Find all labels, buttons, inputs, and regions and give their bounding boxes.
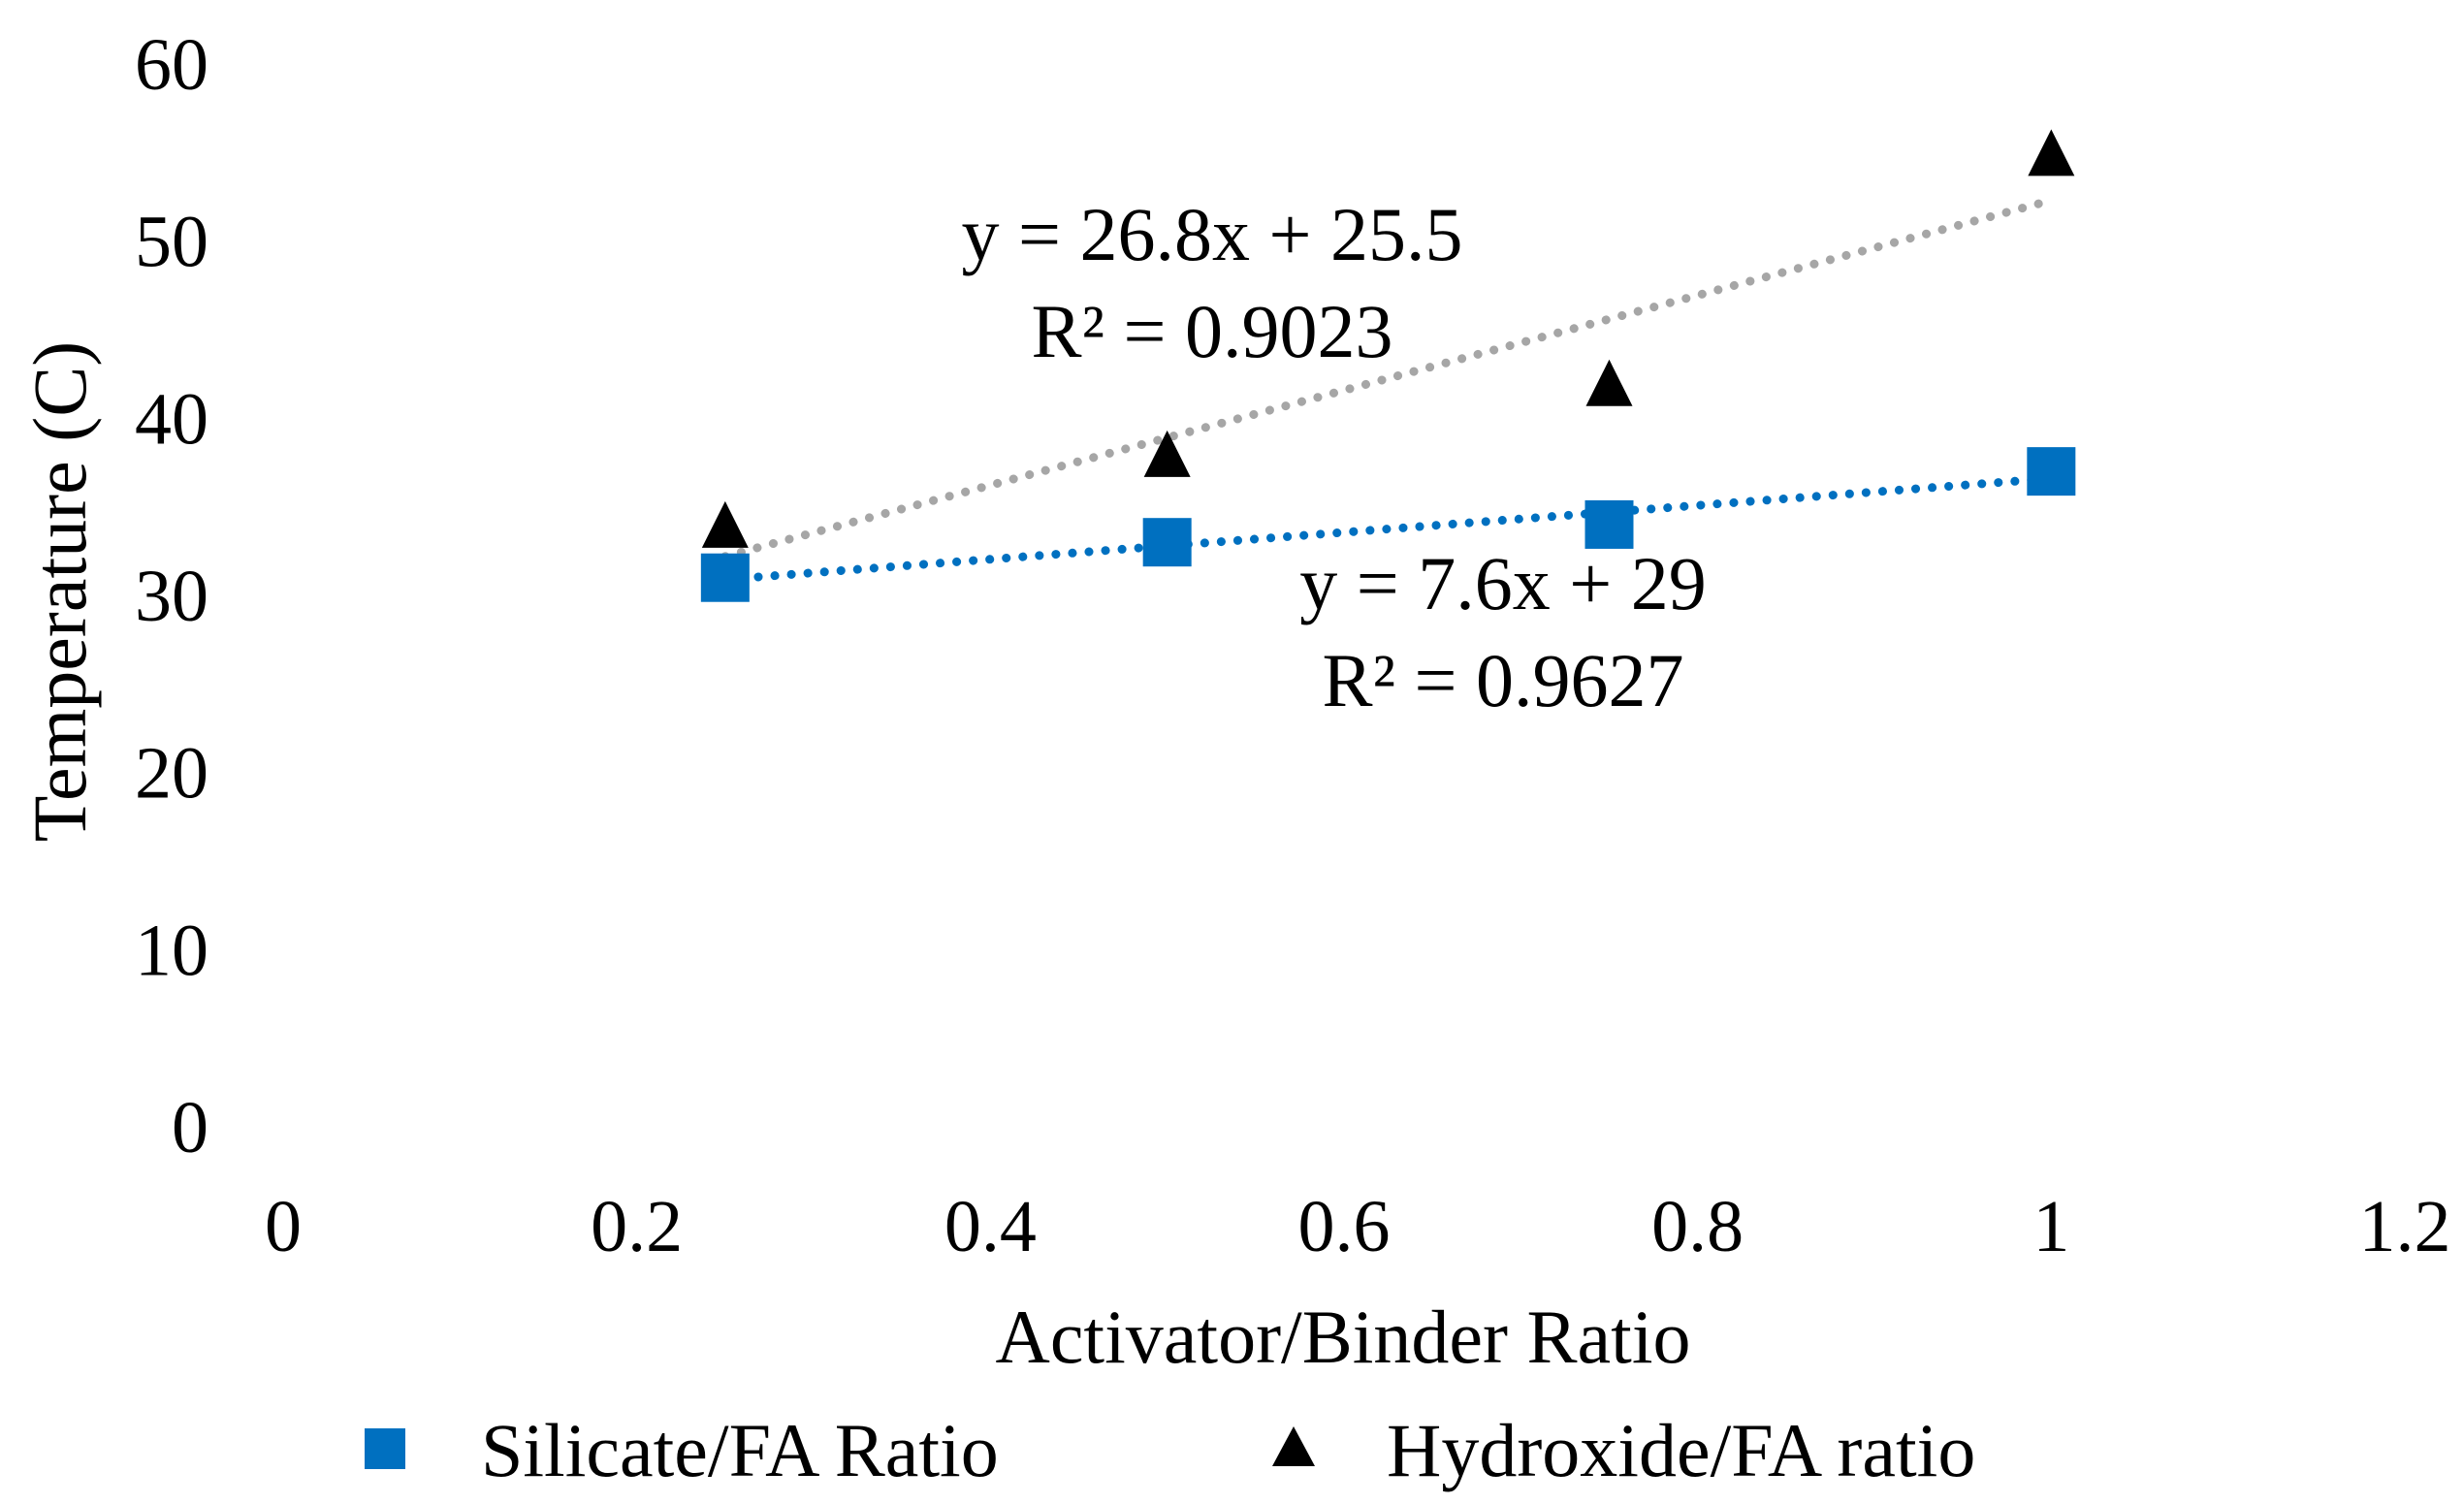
y-axis-ticks: 0 10 20 30 40 50 60 [135, 24, 208, 1168]
x-tick-label: 0.8 [1651, 1186, 1744, 1267]
data-point-hydroxide [1585, 359, 1633, 406]
legend-label-silicate: Silicate/FA Ratio [481, 1408, 999, 1492]
x-tick-label: 0.2 [591, 1186, 683, 1267]
y-tick-label: 50 [135, 202, 208, 283]
x-axis-title: Activator/Binder Ratio [995, 1295, 1690, 1379]
x-tick-label: 0.6 [1298, 1186, 1391, 1267]
x-tick-label: 0 [265, 1186, 302, 1267]
y-axis-title: Temperature (C) [17, 341, 102, 842]
y-tick-label: 10 [135, 910, 208, 991]
x-tick-label: 1.2 [2359, 1186, 2451, 1267]
y-tick-label: 0 [172, 1087, 208, 1168]
y-tick-label: 20 [135, 733, 208, 815]
y-tick-label: 40 [135, 378, 208, 460]
trendline-r2-hydroxide: R² = 0.9023 [1032, 289, 1393, 373]
trendline-equation-hydroxide: y = 26.8x + 25.5 [962, 192, 1463, 276]
data-point-silicate [2027, 447, 2076, 496]
data-points [700, 129, 2076, 602]
legend: Silicate/FA Ratio Hydroxide/FA ratio [365, 1408, 1975, 1492]
trendline-silicate [720, 473, 2056, 585]
data-point-silicate [700, 553, 750, 602]
legend-marker-silicate [365, 1428, 405, 1469]
x-tick-label: 1 [2032, 1186, 2069, 1267]
data-point-hydroxide [1143, 430, 1191, 477]
x-axis-ticks: 0 0.2 0.4 0.6 0.8 1 1.2 [265, 1186, 2451, 1267]
trendline-equation-silicate: y = 7.6x + 29 [1299, 541, 1706, 625]
trendline-hydroxide [720, 196, 2056, 561]
data-point-hydroxide [2028, 129, 2075, 176]
data-point-hydroxide [701, 500, 749, 548]
data-point-silicate [1584, 499, 1634, 549]
data-point-silicate [1142, 518, 1192, 567]
trendline-r2-silicate: R² = 0.9627 [1323, 638, 1684, 722]
y-tick-label: 30 [135, 556, 208, 637]
legend-marker-hydroxide [1272, 1426, 1315, 1466]
legend-label-hydroxide: Hydroxide/FA ratio [1387, 1408, 1975, 1492]
x-tick-label: 0.4 [944, 1186, 1037, 1267]
y-tick-label: 60 [135, 24, 208, 106]
trendlines [720, 196, 2056, 585]
